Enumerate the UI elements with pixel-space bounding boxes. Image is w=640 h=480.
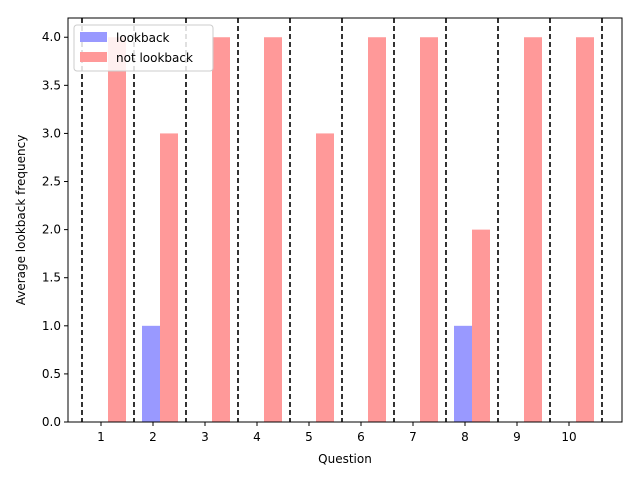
x-tick-label: 5 bbox=[305, 430, 313, 444]
x-axis-label: Question bbox=[318, 452, 372, 466]
legend: lookback not lookback bbox=[73, 24, 214, 72]
y-tick-label: 2.5 bbox=[42, 175, 61, 189]
bar-not-lookback-q6 bbox=[368, 37, 386, 422]
legend-swatch bbox=[80, 32, 107, 42]
bar-not-lookback-q10 bbox=[576, 37, 594, 422]
question-separators bbox=[81, 18, 603, 422]
y-tick-label: 4.0 bbox=[42, 30, 61, 44]
y-tick-label: 0.5 bbox=[42, 367, 61, 381]
y-tick-label: 2.0 bbox=[42, 223, 61, 237]
plot-frame bbox=[67, 17, 623, 423]
y-axis-ticks: 0.0 0.5 1.0 1.5 2.0 2.5 3.0 3.5 4.0 bbox=[42, 30, 68, 429]
legend-label: lookback bbox=[116, 31, 170, 45]
y-tick-label: 0.0 bbox=[42, 415, 61, 429]
x-tick-label: 9 bbox=[513, 430, 521, 444]
y-tick-label: 1.0 bbox=[42, 319, 61, 333]
x-axis-ticks: 1 2 3 4 5 6 7 8 9 10 bbox=[97, 422, 577, 444]
bar-not-lookback-q3 bbox=[212, 37, 230, 422]
bars bbox=[108, 37, 594, 422]
bar-lookback-q2 bbox=[142, 325, 160, 422]
x-tick-label: 3 bbox=[201, 430, 209, 444]
bar-not-lookback-q2 bbox=[160, 133, 178, 422]
bar-not-lookback-q7 bbox=[420, 37, 438, 422]
x-tick-label: 10 bbox=[561, 430, 576, 444]
y-axis-label: Average lookback frequency bbox=[14, 135, 28, 306]
bar-not-lookback-q5 bbox=[316, 133, 334, 422]
bar-not-lookback-q9 bbox=[524, 37, 542, 422]
bar-not-lookback-q8 bbox=[472, 229, 490, 422]
x-tick-label: 8 bbox=[461, 430, 469, 444]
x-tick-label: 1 bbox=[97, 430, 105, 444]
legend-box bbox=[73, 24, 214, 72]
y-tick-label: 3.5 bbox=[42, 78, 61, 92]
x-tick-label: 7 bbox=[409, 430, 417, 444]
bar-lookback-q8 bbox=[454, 325, 472, 422]
x-tick-label: 4 bbox=[253, 430, 261, 444]
bar-not-lookback-q4 bbox=[264, 37, 282, 422]
legend-label: not lookback bbox=[116, 51, 193, 65]
y-tick-label: 3.0 bbox=[42, 126, 61, 140]
y-tick-label: 1.5 bbox=[42, 271, 61, 285]
bar-not-lookback-q1 bbox=[108, 37, 126, 422]
legend-swatch bbox=[80, 52, 107, 62]
x-tick-label: 2 bbox=[149, 430, 157, 444]
x-tick-label: 6 bbox=[357, 430, 365, 444]
